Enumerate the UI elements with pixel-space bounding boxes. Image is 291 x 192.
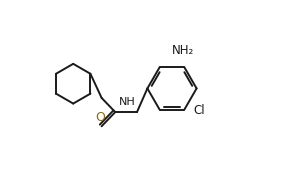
Text: Cl: Cl [194,104,205,117]
Text: NH: NH [119,97,135,107]
Text: NH₂: NH₂ [172,44,194,57]
Text: O: O [95,111,105,124]
